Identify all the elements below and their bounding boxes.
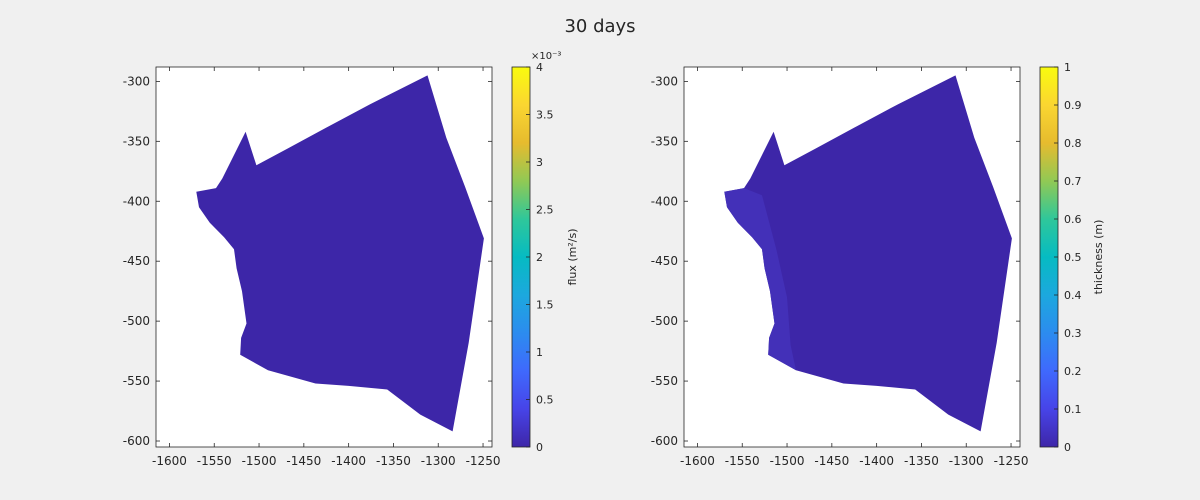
right-colorbar-tick-label: 0.3 [1064,327,1082,340]
right-x-tick-label: -1250 [994,454,1029,468]
right-x-tick-label: -1600 [680,454,715,468]
right-colorbar-tick-label: 0.7 [1064,175,1082,188]
right-colorbar-tick-label: 0.4 [1064,289,1082,302]
right-colorbar-ticks: 0 0.1 0.2 0.3 0.4 0.5 0.6 0.7 0.8 0.9 1 [1054,61,1082,454]
left-x-tick-label: -1550 [197,454,232,468]
right-y-tick-label: -350 [651,134,678,148]
right-axes-frame [683,66,1021,448]
left-colorbar: 0 0.5 1 1.5 2 2.5 3 3.5 4 ×10⁻³ flux (m²/s) [511,51,579,454]
left-flux-region [196,75,484,432]
right-thickness-shade [724,188,796,371]
left-colorbar-label: flux (m²/s) [566,228,579,285]
right-colorbar-tick-label: 0.1 [1064,403,1082,416]
left-y-tick-label: -350 [123,134,150,148]
right-y-tick-label: -450 [651,254,678,268]
left-y-tick-label: -500 [123,314,150,328]
left-colorbar-tick-label: 0.5 [536,394,554,407]
right-x-tick-label: -1500 [770,454,805,468]
left-x-tick-label: -1600 [152,454,187,468]
right-x-tick-label: -1400 [859,454,894,468]
left-x-tick-label: -1300 [421,454,456,468]
left-colorbar-tick-label: 1.5 [536,299,554,312]
left-y-tick-label: -600 [123,434,150,448]
left-y-tick-label: -400 [123,194,150,208]
right-colorbar-tick-label: 0.8 [1064,137,1082,150]
left-colorbar-tick-label: 3 [536,156,543,169]
right-colorbar-tick-label: 0.5 [1064,251,1082,264]
right-colorbar-tick-label: 0.2 [1064,365,1082,378]
left-colorbar-ticks: 0 0.5 1 1.5 2 2.5 3 3.5 4 [526,61,554,454]
left-colorbar-tick-label: 0 [536,441,543,454]
left-y-tick-label: -300 [123,74,150,88]
left-colorbar-exponent: ×10⁻³ [531,51,561,62]
right-colorbar-label: thickness (m) [1092,220,1105,295]
left-axes-frame [155,66,493,448]
left-y-tick-label: -450 [123,254,150,268]
right-y-ticks: -300 -350 -400 -450 -500 -550 -600 [651,74,1020,448]
right-colorbar-tick-label: 0.9 [1064,99,1082,112]
left-x-tick-label: -1250 [466,454,501,468]
right-x-tick-label: -1300 [949,454,984,468]
left-colorbar-tick-label: 4 [536,61,543,74]
left-colorbar-tick-label: 2.5 [536,204,554,217]
left-colorbar-tick-label: 1 [536,346,543,359]
right-colorbar-tick-label: 1 [1064,61,1071,74]
left-colorbar-tick-label: 3.5 [536,109,554,122]
figure-title: 30 days [564,16,635,37]
right-colorbar-tick-label: 0 [1064,441,1071,454]
right-plot-panel: -1600 -1550 -1500 -1450 -1400 -1350 -1300 -1250… [651,61,1105,468]
left-y-tick-label: -550 [123,374,150,388]
left-colorbar-tick-label: 2 [536,251,543,264]
right-thickness-region [724,75,1012,432]
right-colorbar: 0 0.1 0.2 0.3 0.4 0.5 0.6 0.7 0.8 0.9 1 thickness … [1039,61,1105,454]
right-x-ticks: -1600 -1550 -1500 -1450 -1400 -1350 -1300 -1250 [680,67,1028,468]
left-x-tick-label: -1500 [242,454,277,468]
right-x-tick-label: -1550 [725,454,760,468]
left-x-ticks: -1600 -1550 -1500 -1450 -1400 -1350 -1300 -1250 [152,67,500,468]
right-y-tick-label: -400 [651,194,678,208]
right-y-tick-label: -500 [651,314,678,328]
left-plot-panel: -1600 -1550 -1500 -1450 -1400 -1350 -1300 -1250… [123,51,579,468]
left-x-tick-label: -1350 [376,454,411,468]
left-x-tick-label: -1450 [286,454,321,468]
left-y-ticks: -300 -350 -400 -450 -500 -550 -600 [123,74,492,448]
right-colorbar-tick-label: 0.6 [1064,213,1082,226]
left-x-tick-label: -1400 [331,454,366,468]
right-y-tick-label: -600 [651,434,678,448]
right-y-tick-label: -300 [651,74,678,88]
right-y-tick-label: -550 [651,374,678,388]
right-x-tick-label: -1350 [904,454,939,468]
right-x-tick-label: -1450 [814,454,849,468]
